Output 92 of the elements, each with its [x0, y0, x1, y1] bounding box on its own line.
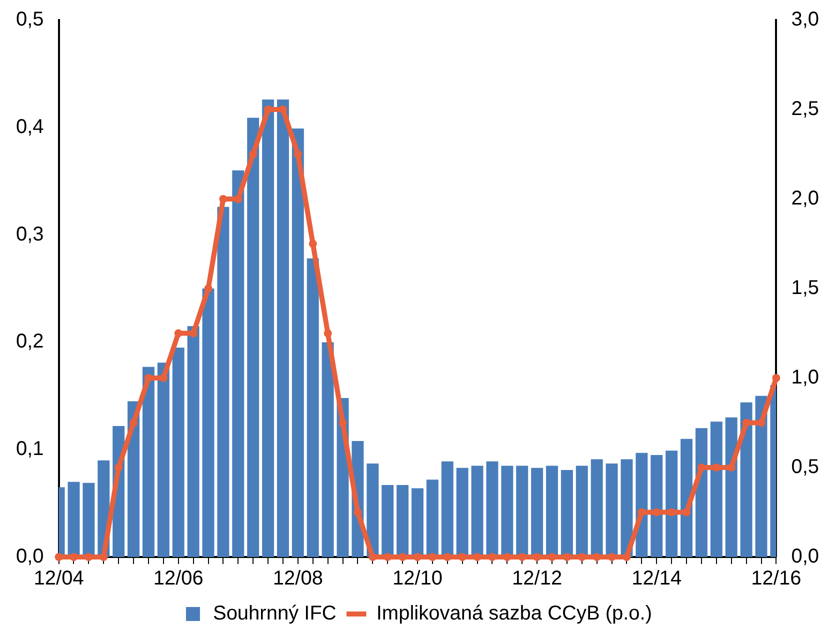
x-tick-label: 12/16 [751, 568, 802, 590]
x-tick-label: 12/12 [512, 568, 562, 590]
bar [740, 402, 752, 557]
point [503, 553, 512, 561]
bar [202, 288, 214, 557]
point [727, 464, 736, 472]
point [278, 106, 287, 114]
bar [666, 450, 678, 557]
bar [142, 366, 154, 557]
point [354, 508, 362, 516]
point [742, 418, 750, 427]
bar [157, 362, 170, 557]
point [548, 553, 556, 561]
point [622, 553, 631, 561]
bar [187, 326, 200, 557]
point [384, 553, 392, 561]
legend-label: Implikovaná sazba CCyB (p.o.) [376, 602, 652, 625]
x-tick-label: 12/06 [153, 568, 204, 590]
legend-label: Souhrnný IFC [212, 602, 336, 625]
bar [277, 99, 289, 557]
point [458, 553, 466, 561]
y2-tick-label: 1,0 [791, 366, 820, 389]
point [398, 553, 407, 561]
y2-tick-label: 2,0 [791, 188, 820, 210]
point [54, 553, 63, 561]
point [174, 329, 182, 338]
y-tick-label: 0,1 [16, 438, 44, 460]
point [159, 374, 168, 382]
bar [695, 428, 708, 557]
point [533, 553, 542, 561]
bar [232, 170, 244, 557]
y2-tick-label: 3,0 [791, 8, 820, 31]
point [249, 150, 258, 158]
point [234, 195, 242, 203]
point [189, 329, 198, 338]
x-tick-label: 12/14 [632, 568, 682, 590]
point [264, 106, 272, 114]
point [324, 329, 332, 338]
point [682, 508, 691, 516]
y2-tick-label: 2,5 [791, 98, 820, 120]
bar [650, 454, 663, 557]
point [414, 553, 422, 561]
point [488, 553, 496, 561]
point [368, 553, 377, 561]
point [518, 553, 526, 561]
y2-tick-label: 1,5 [791, 277, 820, 300]
bar [217, 206, 230, 557]
bar [755, 396, 768, 557]
bar [262, 99, 274, 557]
point [204, 284, 212, 292]
point [638, 508, 646, 516]
bar [710, 422, 722, 557]
point [668, 508, 676, 516]
y-tick-label: 0,3 [16, 223, 44, 246]
point [338, 418, 347, 427]
point [443, 553, 452, 561]
point [100, 553, 108, 561]
y-tick-label: 0,5 [16, 8, 44, 31]
point [294, 150, 302, 158]
bar [292, 128, 304, 557]
point [652, 508, 661, 516]
bar [172, 348, 184, 557]
point [114, 464, 123, 472]
bar [725, 417, 738, 557]
point [578, 553, 586, 561]
point [473, 553, 482, 561]
y-tick-label: 0,2 [16, 330, 44, 353]
point [308, 240, 317, 248]
point [712, 464, 720, 472]
point [130, 418, 138, 427]
bar [247, 118, 260, 557]
point [772, 374, 780, 382]
y2-tick-label: 0,0 [791, 546, 820, 568]
point [84, 553, 93, 561]
x-tick-label: 12/10 [392, 568, 443, 590]
bar [366, 464, 379, 557]
y2-tick-label: 0,5 [791, 456, 820, 478]
point [608, 553, 616, 561]
bar [322, 342, 334, 557]
bar [306, 258, 319, 557]
y-tick-label: 0,4 [16, 116, 44, 138]
point [757, 418, 766, 427]
y-tick-label: 0,0 [16, 546, 44, 568]
point [144, 374, 152, 382]
point [592, 553, 601, 561]
x-tick-label: 12/04 [34, 568, 84, 590]
point [70, 553, 78, 561]
point [697, 464, 706, 472]
point [428, 553, 436, 561]
point [219, 195, 228, 203]
x-tick-label: 12/08 [272, 568, 323, 590]
point [562, 553, 571, 561]
